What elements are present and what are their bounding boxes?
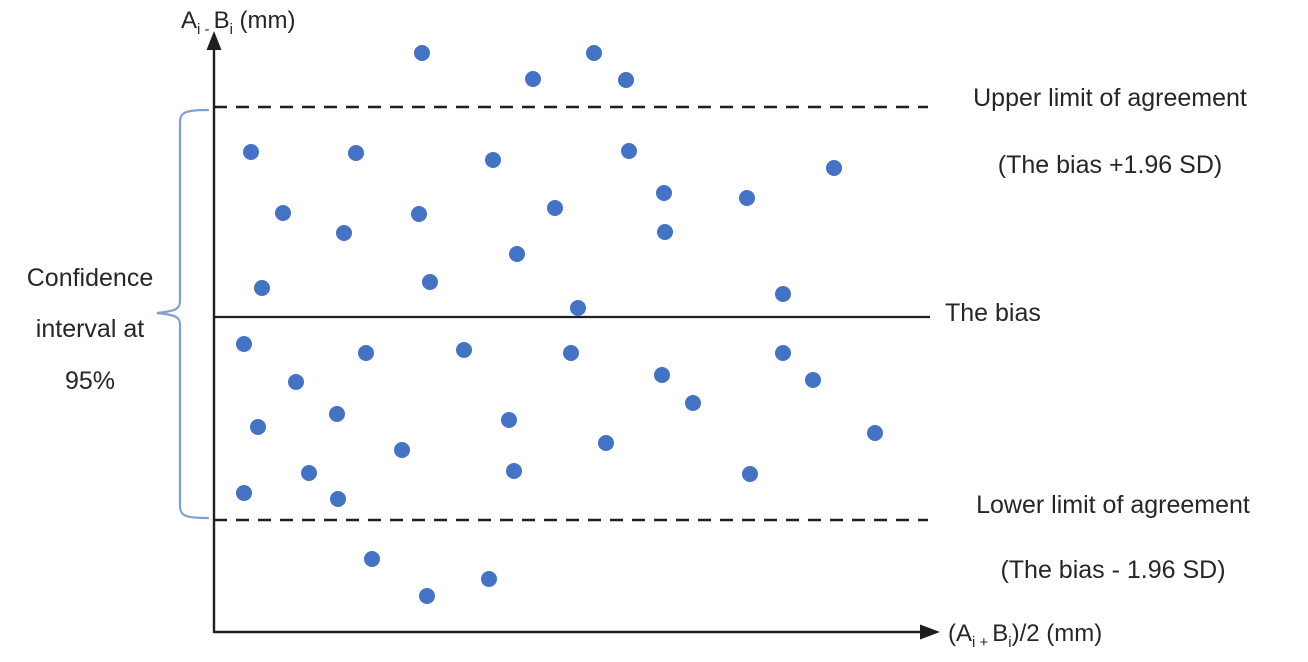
- data-point: [456, 342, 472, 358]
- data-point: [419, 588, 435, 604]
- data-point: [805, 372, 821, 388]
- x-axis-label: (Ai + Bi)/2 (mm): [948, 620, 1103, 651]
- y-axis-label: Ai - Bi (mm): [181, 7, 296, 38]
- data-point: [525, 71, 541, 87]
- data-point: [236, 485, 252, 501]
- data-point: [775, 286, 791, 302]
- data-point: [411, 206, 427, 222]
- data-point: [348, 145, 364, 161]
- bias-label: The bias: [945, 299, 1041, 327]
- confidence-label-line2: interval at: [35, 315, 145, 343]
- confidence-label-line3: 95%: [64, 367, 116, 395]
- data-point: [618, 72, 634, 88]
- data-point: [867, 425, 883, 441]
- data-point: [364, 551, 380, 567]
- data-point: [586, 45, 602, 61]
- data-point: [422, 274, 438, 290]
- data-point: [288, 374, 304, 390]
- data-point: [775, 345, 791, 361]
- data-point: [621, 143, 637, 159]
- data-point: [742, 466, 758, 482]
- data-point: [329, 406, 345, 422]
- data-point: [570, 300, 586, 316]
- data-point: [506, 463, 522, 479]
- data-point: [250, 419, 266, 435]
- data-point: [243, 144, 259, 160]
- data-point: [656, 185, 672, 201]
- x-axis-arrow-icon: [920, 624, 940, 640]
- upper-limit-sublabel: (The bias +1.96 SD): [997, 151, 1223, 179]
- scatter-points: [236, 45, 883, 604]
- data-point: [654, 367, 670, 383]
- data-point: [563, 345, 579, 361]
- upper-limit-label: Upper limit of agreement: [973, 84, 1247, 112]
- data-point: [301, 465, 317, 481]
- data-point: [414, 45, 430, 61]
- data-point: [739, 190, 755, 206]
- data-point: [358, 345, 374, 361]
- lower-limit-label: Lower limit of agreement: [976, 491, 1250, 519]
- lower-limit-sublabel: (The bias - 1.96 SD): [1000, 556, 1226, 584]
- data-point: [394, 442, 410, 458]
- data-point: [330, 491, 346, 507]
- data-point: [481, 571, 497, 587]
- data-point: [598, 435, 614, 451]
- data-point: [509, 246, 525, 262]
- data-point: [501, 412, 517, 428]
- data-point: [685, 395, 701, 411]
- data-point: [236, 336, 252, 352]
- data-point: [657, 224, 673, 240]
- confidence-bracket: [156, 108, 210, 520]
- data-point: [336, 225, 352, 241]
- y-axis-arrow-icon: [206, 31, 222, 50]
- data-point: [275, 205, 291, 221]
- data-point: [547, 200, 563, 216]
- data-point: [826, 160, 842, 176]
- confidence-label-line1: Confidence: [26, 264, 154, 292]
- data-point: [485, 152, 501, 168]
- data-point: [254, 280, 270, 296]
